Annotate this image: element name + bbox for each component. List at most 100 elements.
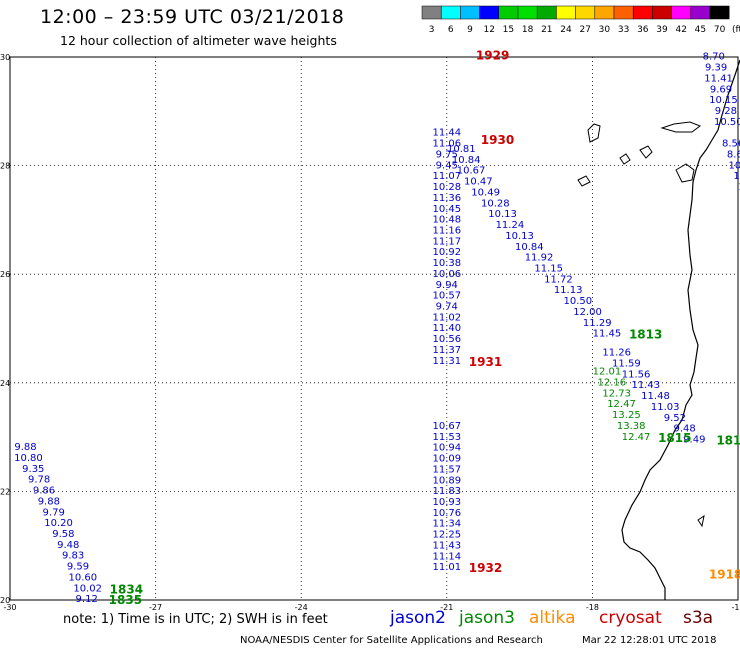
wave-height-value: 9.79 <box>43 507 65 518</box>
wave-height-value: 12.46 <box>738 182 740 193</box>
wave-height-value: 10.15 <box>709 95 738 106</box>
pass-time-label: 1813 <box>629 328 662 342</box>
colorbar-label: 15 <box>503 25 514 35</box>
wave-height-value: 11.37 <box>432 345 461 356</box>
wave-height-value: 9.75 <box>436 149 458 160</box>
wave-height-value: 10.57 <box>432 291 461 302</box>
colorbar-label: 36 <box>637 25 649 35</box>
footer-timestamp: Mar 22 12:28:01 UTC 2018 <box>582 635 717 646</box>
wave-height-value: 9.69 <box>710 84 732 95</box>
wave-height-value: 9.12 <box>76 594 98 605</box>
wave-height-value: 10.09 <box>432 454 461 465</box>
wave-height-value: 10.60 <box>68 572 97 583</box>
wave-height-value: 11.26 <box>602 348 631 359</box>
wave-height-value: 9.83 <box>62 551 84 562</box>
coastline <box>577 59 740 600</box>
wave-height-value: 10.67 <box>432 421 461 432</box>
map-gridlines <box>10 57 738 600</box>
wave-height-value: 12.00 <box>573 307 602 318</box>
wave-height-value: 11.44 <box>432 128 461 139</box>
africa-coastline <box>621 59 740 600</box>
wave-height-value: 9.88 <box>14 442 36 453</box>
wave-height-value: 11.83 <box>432 486 461 497</box>
wave-height-value: 9.86 <box>33 486 55 497</box>
wave-height-value: 9.49 <box>683 435 705 446</box>
wave-height-value: 11.57 <box>432 464 461 475</box>
wave-height-value: 11.17 <box>432 236 461 247</box>
legend-jason3: jason3 <box>459 608 515 628</box>
wave-height-value: 10.28 <box>432 182 461 193</box>
colorbar-label: 33 <box>618 25 629 35</box>
wave-height-value: 11.40 <box>432 323 461 334</box>
canary-island <box>675 163 695 183</box>
x-tick-label: -18 <box>586 603 599 612</box>
wave-height-value: 11.59 <box>612 359 641 370</box>
colorbar-swatch <box>517 5 538 20</box>
wave-height-value: 10.94 <box>432 443 461 454</box>
x-tick-label: -21 <box>440 603 453 612</box>
wave-height-value: 8.66 <box>727 149 740 160</box>
wave-height-value: 10.67 <box>457 166 486 177</box>
wave-height-value: 10.38 <box>432 258 461 269</box>
wave-height-value: 10.84 <box>515 242 544 253</box>
pass-time-label: 1932 <box>469 561 502 575</box>
satellite-tracks: 9.8810.809.359.789.869.889.7910.209.589.… <box>14 49 740 607</box>
wave-height-value: 9.48 <box>673 424 695 435</box>
wave-height-value: 9.52 <box>664 413 686 424</box>
footer-note: note: 1) Time is in UTC; 2) SWH is in fe… <box>63 612 328 627</box>
colorbar-label: 70 <box>714 25 726 35</box>
pass-time-label: 1814 <box>716 434 740 448</box>
x-tick-label: -27 <box>149 603 162 612</box>
wave-height-value: 12.47 <box>607 399 636 410</box>
wave-height-value: 8.70 <box>703 52 725 63</box>
wave-height-value: 8.56 <box>722 139 740 150</box>
colorbar-swatch <box>671 5 692 20</box>
wave-height-value: 9.94 <box>436 280 458 291</box>
legend-cryosat: cryosat <box>599 608 662 628</box>
wave-height-value: 11.13 <box>554 285 583 296</box>
legend-altika: altika <box>529 608 576 628</box>
cape-blanc-marker <box>697 514 705 528</box>
legend-s3a: s3a <box>683 608 714 628</box>
pass-time-label: 1931 <box>469 355 502 369</box>
footer-credit: NOAA/NESDIS Center for Satellite Applica… <box>240 635 543 646</box>
canary-island <box>587 123 601 143</box>
wave-height-value: 11.01 <box>432 562 461 573</box>
wave-height-value: 9.78 <box>28 475 50 486</box>
colorbar-label: 24 <box>560 25 572 35</box>
wave-height-value: 10.93 <box>432 497 461 508</box>
wave-height-value: 11.43 <box>432 540 461 551</box>
wave-height-value: 11.14 <box>432 551 461 562</box>
colorbar-swatch <box>536 5 557 20</box>
wave-height-value: 9.88 <box>38 496 60 507</box>
wave-height-value: 13.25 <box>612 410 641 421</box>
colorbar-label: 18 <box>522 25 534 35</box>
colorbar-swatch <box>709 5 730 20</box>
wave-height-value: 10.49 <box>471 187 500 198</box>
y-tick-label: 26 <box>0 270 10 279</box>
wave-height-value: 12.01 <box>593 367 622 378</box>
wave-height-value: 11.26 <box>733 171 740 182</box>
wave-height-value: 11.03 <box>651 402 680 413</box>
pass-time-label: 1930 <box>481 133 514 147</box>
wave-height-value: 11.41 <box>704 73 733 84</box>
wave-height-value: 13.38 <box>617 421 646 432</box>
pass-time-label: 1834 <box>110 582 143 596</box>
wave-height-value: 10.06 <box>432 269 461 280</box>
wave-height-value: 11.31 <box>432 356 461 367</box>
wave-height-value: 11.48 <box>641 391 670 402</box>
colorbar-swatch <box>632 5 653 20</box>
colorbar-swatch <box>652 5 672 20</box>
pass-time-label: 1929 <box>476 49 509 63</box>
wave-height-value: 12.73 <box>602 388 631 399</box>
colorbar-label: 3 <box>429 25 435 35</box>
wave-height-value: 10.45 <box>432 204 461 215</box>
wave-height-value: 9.58 <box>52 529 74 540</box>
colorbar-label: 45 <box>695 25 706 35</box>
wave-height-value: 9.74 <box>436 301 458 312</box>
wave-height-value: 10.57 <box>729 160 740 171</box>
page-subtitle: 12 hour collection of altimeter wave hei… <box>60 33 337 48</box>
x-tick-label: -24 <box>295 603 308 612</box>
wave-height-value: 10.02 <box>73 583 102 594</box>
wave-height-value: 10.50 <box>714 117 740 128</box>
